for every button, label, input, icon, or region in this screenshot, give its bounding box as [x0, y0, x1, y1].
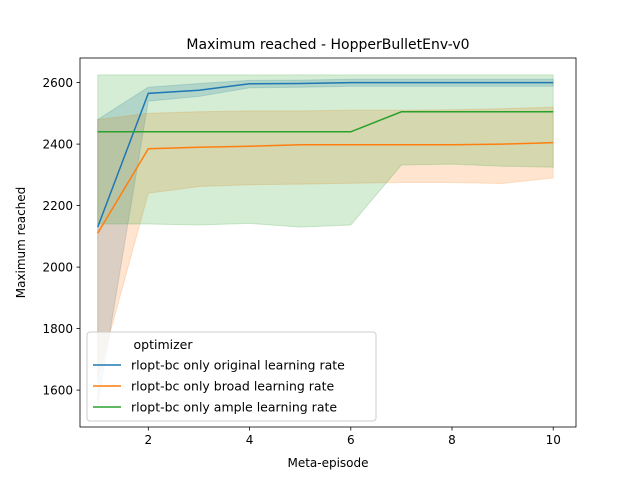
x-axis-label: Meta-episode: [287, 456, 368, 470]
y-tick-label: 1800: [42, 322, 73, 336]
legend: optimizer rlopt-bc only original learnin…: [86, 331, 377, 422]
confidence-bands: [97, 74, 554, 406]
x-tick-label: 6: [347, 433, 355, 447]
legend-items: rlopt-bc only original learning rate rlop…: [93, 358, 345, 415]
y-tick-label: 2600: [42, 76, 73, 90]
legend-label-0: rlopt-bc only original learning rate: [131, 358, 345, 373]
series-band-1: [97, 106, 554, 378]
y-ticks: 1600 1800 2000 2200 2400 2600: [42, 76, 80, 397]
legend-title: optimizer: [134, 337, 194, 352]
x-tick-label: 4: [246, 433, 254, 447]
y-tick-label: 2400: [42, 137, 73, 151]
x-ticks: 2 4 6 8 10: [145, 427, 561, 447]
legend-label-2: rlopt-bc only ample learning rate: [131, 400, 337, 415]
series-band-0: [97, 78, 554, 406]
y-tick-label: 2000: [42, 260, 73, 274]
legend-label-1: rlopt-bc only broad learning rate: [131, 379, 334, 394]
y-tick-label: 2200: [42, 199, 73, 213]
series-line-1: [97, 141, 554, 234]
series-line-2: [97, 111, 554, 133]
series-band-2: [97, 74, 554, 228]
chart-title: Maximum reached - HopperBulletEnv-v0: [186, 37, 469, 53]
series-lines: [96, 81, 554, 234]
legend-box: [86, 331, 377, 422]
y-tick-label: 1600: [42, 383, 73, 397]
x-tick-label: 8: [448, 433, 456, 447]
x-tick-label: 2: [145, 433, 153, 447]
series-line-0: [96, 81, 554, 228]
axes-frame: [79, 57, 577, 428]
x-tick-label: 10: [546, 433, 561, 447]
y-axis-label: Maximum reached: [14, 187, 28, 299]
